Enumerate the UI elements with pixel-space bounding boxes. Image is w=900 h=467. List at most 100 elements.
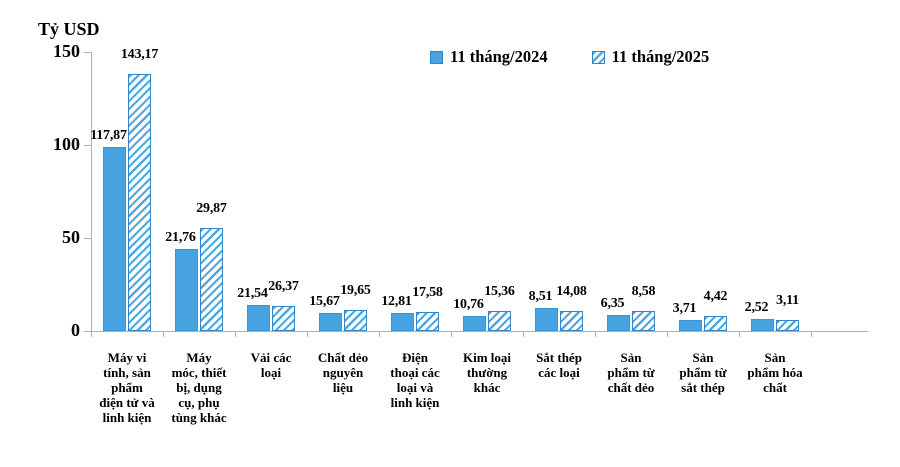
data-label-2024: 2,52: [744, 299, 769, 315]
category-label-line: tính, sản: [103, 365, 151, 380]
legend-swatch-hatched-icon: [591, 50, 605, 64]
category-label-line: Máy vi: [107, 350, 147, 365]
data-label-2025: 19,65: [340, 282, 371, 298]
bar-2024: [103, 147, 126, 331]
bar-2024: [319, 312, 342, 331]
bar-2025: [704, 315, 727, 331]
y-tick-mark: [84, 331, 91, 332]
category-label-line: loại và: [396, 380, 434, 395]
data-label-2025: 4,42: [703, 288, 728, 304]
category-label-line: thường: [466, 365, 508, 380]
bar-2024: [247, 304, 270, 331]
category-label-line: bị, dụng: [176, 380, 222, 395]
category-label-line: phẩm hóa: [747, 365, 803, 380]
bar-2025: [416, 312, 439, 331]
x-tick-mark: [163, 331, 164, 337]
category-label-line: loại: [260, 365, 282, 380]
category-label: Chất dẻo nguyên liệu: [302, 350, 384, 395]
category-label-line: Kim loại: [462, 350, 512, 365]
data-label-2024: 12,81: [381, 293, 412, 309]
data-label-2025: 26,37: [268, 279, 299, 295]
x-tick-mark: [379, 331, 380, 337]
y-tick-label: 0: [71, 320, 80, 340]
category-label-line: móc, thiết: [171, 365, 227, 380]
category-label-line: thoại các: [390, 365, 440, 380]
legend: 11 tháng/2024 11 tháng/2025: [430, 47, 709, 67]
data-label-2025: 3,11: [776, 293, 799, 309]
legend-item-2024: 11 tháng/2024: [430, 47, 548, 67]
x-tick-mark: [307, 331, 308, 337]
x-tick-mark: [739, 331, 740, 337]
category-label-line: khác: [473, 380, 501, 395]
legend-label-2025: 11 tháng/2025: [611, 47, 710, 66]
data-label-2025: 14,08: [556, 283, 587, 299]
category-label: Máy vi tính, sản phẩm điện tử và linh kiện: [86, 350, 168, 425]
category-label: Máy móc, thiết bị, dụng cụ, phụ tùng khác: [158, 350, 240, 425]
legend-swatch-solid-icon: [430, 50, 443, 64]
data-label-2024: 21,54: [237, 285, 268, 301]
y-axis-unit-label: Tỷ USD: [38, 19, 100, 39]
data-label-2025: 29,87: [196, 200, 227, 216]
bar-2024: [463, 315, 486, 331]
category-label-line: cụ, phụ: [178, 395, 220, 410]
category-label-line: Sản: [764, 350, 786, 365]
bar-2025: [272, 306, 295, 331]
bar-2025: [776, 320, 799, 331]
y-tick-label: 150: [53, 41, 80, 61]
bar-2025: [488, 310, 511, 331]
x-tick-mark: [451, 331, 452, 337]
data-label-2024: 8,51: [528, 288, 553, 304]
category-label: Kim loại thường khác: [446, 350, 528, 395]
category-label-line: Điện: [402, 350, 428, 365]
y-tick-mark: [84, 52, 91, 53]
data-label-2024: 15,67: [309, 293, 340, 309]
category-label-line: nguyên: [322, 365, 364, 380]
category-label: Điện thoại các loại và linh kiện: [374, 350, 456, 410]
bar-2025: [128, 73, 151, 331]
category-label-line: phẩm từ: [679, 365, 727, 380]
x-tick-mark: [91, 331, 92, 337]
bar-2025: [344, 309, 367, 331]
legend-label-2024: 11 tháng/2024: [450, 47, 548, 66]
bar-2024: [607, 315, 630, 331]
bar-2024: [679, 320, 702, 331]
category-label: Sắt thép các loại: [518, 350, 600, 380]
x-axis-line: [91, 331, 868, 332]
category-label: Vải các loại: [230, 350, 312, 380]
category-label-line: liệu: [332, 380, 354, 395]
y-tick-mark: [84, 238, 91, 239]
bar-2024: [751, 318, 774, 331]
x-tick-mark: [235, 331, 236, 337]
category-label-line: Chất dẻo: [317, 350, 369, 365]
data-label-2024: 117,87: [90, 128, 127, 144]
data-label-2025: 143,17: [120, 46, 159, 62]
category-label: Sản phẩm từ chất dẻo: [590, 350, 672, 395]
bar-2025: [560, 310, 583, 331]
category-label: Sản phẩm hóa chất: [734, 350, 816, 395]
data-label-2024: 21,76: [165, 229, 196, 245]
category-label-line: linh kiện: [102, 410, 152, 425]
category-label: Sản phẩm từ sắt thép: [662, 350, 744, 395]
x-tick-mark: [811, 331, 812, 337]
legend-item-2025: 11 tháng/2025: [591, 47, 710, 67]
data-label-2024: 3,71: [672, 301, 697, 317]
category-label-line: điện tử và: [99, 395, 155, 410]
x-tick-mark: [667, 331, 668, 337]
y-tick-label: 100: [53, 134, 80, 154]
bar-2024: [535, 307, 558, 331]
category-label-line: Sản: [620, 350, 642, 365]
category-label-line: các loại: [538, 365, 580, 380]
data-label-2025: 17,58: [412, 285, 443, 301]
data-label-2024: 10,76: [453, 296, 484, 312]
data-label-2025: 8,58: [631, 283, 656, 299]
x-tick-mark: [595, 331, 596, 337]
data-label-2025: 15,36: [484, 283, 515, 299]
category-label-line: Vải các: [250, 350, 292, 365]
category-label-line: phẩm từ: [607, 365, 655, 380]
category-label-line: chất: [763, 380, 787, 395]
data-label-2024: 6,35: [600, 296, 625, 311]
bar-2025: [200, 227, 223, 331]
bar-2025: [632, 310, 655, 331]
